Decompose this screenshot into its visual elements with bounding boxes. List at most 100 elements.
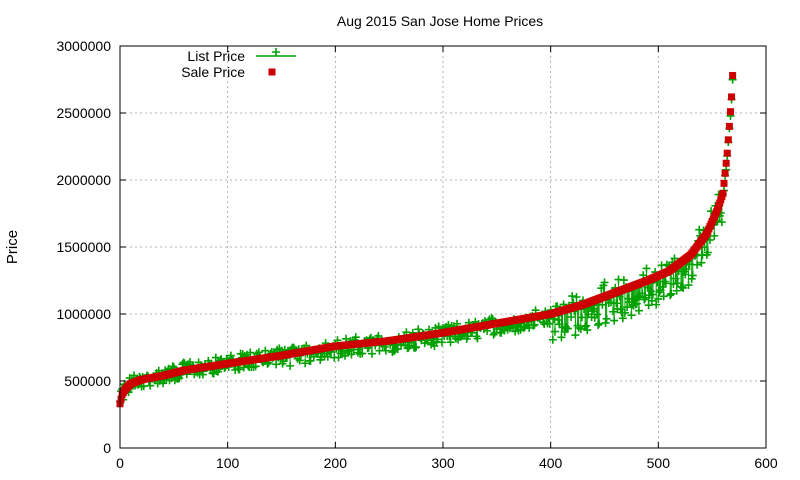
x-tick-label: 200 [324,455,348,471]
list-price-point [589,304,598,313]
sale-price-point [725,122,733,130]
list-price-point [606,298,615,307]
list-price-point [684,281,693,290]
x-tick-label: 400 [539,455,563,471]
list-price-point [577,313,586,322]
list-price-point [670,254,679,263]
list-price-point [341,351,350,360]
list-price-point [647,296,656,305]
list-price-point [609,307,618,316]
sale-price-point [723,149,731,157]
list-price-point [539,318,548,327]
list-price-point [583,326,592,335]
x-tick-label: 600 [754,455,778,471]
list-price-point [557,333,566,342]
list-price-point [598,300,607,309]
x-tick-label: 300 [431,455,455,471]
list-price-point [678,282,687,291]
list-price-point [246,348,255,357]
list-price-point [446,338,455,347]
legend-label-list-price: List Price [187,48,245,64]
list-price-point [610,316,619,325]
list-price-point [681,270,690,279]
list-price-point [576,324,585,333]
legend-plus-glyph [272,48,280,56]
list-price-point [571,331,580,340]
list-price-point [632,299,641,308]
y-tick-label: 1000000 [56,306,111,322]
list-price-point [550,327,559,336]
y-tick-label: 2500000 [56,105,111,121]
list-price-point [351,333,360,342]
list-price-point [582,321,591,330]
x-tick-label: 0 [116,455,124,471]
sale-price-point [721,169,729,177]
axis-ticks: 0 100 200 300 400 500 600 0 500000 1000000 1500000… [56,38,777,471]
x-tick-label: 500 [647,455,671,471]
list-price-point [261,346,270,355]
list-price-point [706,236,715,245]
list-price-point [640,295,649,304]
sale-price-point [728,93,736,101]
list-price-point [367,349,376,358]
list-price-point [437,338,446,347]
list-price-point [667,289,676,298]
y-tick-label: 500000 [64,373,111,389]
list-price-point [554,315,563,324]
list-price-point [619,276,628,285]
legend-marker-sale-price [268,68,276,76]
list-price-point [381,346,390,355]
sale-price-point [724,136,732,144]
list-price-point [638,289,647,298]
list-price-point [594,320,603,329]
list-price-point [235,365,244,374]
list-price-point [251,362,260,371]
list-price-point [679,283,688,292]
list-price-point [697,258,706,267]
list-price-point [412,343,421,352]
sale-price-point [117,395,125,403]
list-price-point [618,314,627,323]
list-price-point [414,325,423,334]
list-price-point [548,335,557,344]
list-price-point [627,311,636,320]
list-price-point [659,292,668,301]
list-price-point [226,351,235,360]
y-tick-label: 2000000 [56,172,111,188]
list-price-point [309,352,318,361]
list-price-point [602,314,611,323]
sale-price-point [719,189,727,197]
y-tick-label: 3000000 [56,38,111,54]
list-price-point [592,310,601,319]
list-price-point [568,292,577,301]
list-price-point [612,299,621,308]
list-price-point [286,361,295,370]
list-price-point [434,322,443,331]
list-price-point [347,350,356,359]
list-price-point [489,330,498,339]
sale-price-point [726,108,734,116]
list-price-point [631,300,640,309]
list-price-point [530,320,539,329]
x-tick-label: 100 [216,455,240,471]
list-price-point [430,341,439,350]
list-price-point [323,352,332,361]
list-price-point [700,243,709,252]
sale-price-point [722,159,730,167]
list-price-point [393,345,402,354]
list-price-point [572,292,581,301]
list-price-point [567,313,576,322]
list-price-point [688,271,697,280]
list-price-point [661,279,670,288]
sale-price-point [720,179,728,187]
legend: List Price Sale Price [181,48,296,80]
list-price-point [545,319,554,328]
list-price-point [306,356,315,365]
list-price-point [146,381,155,390]
list-price-point [295,356,304,365]
list-price-point [710,231,719,240]
list-price-point [623,303,632,312]
list-price-point [644,301,653,310]
list-price-series [116,75,737,406]
